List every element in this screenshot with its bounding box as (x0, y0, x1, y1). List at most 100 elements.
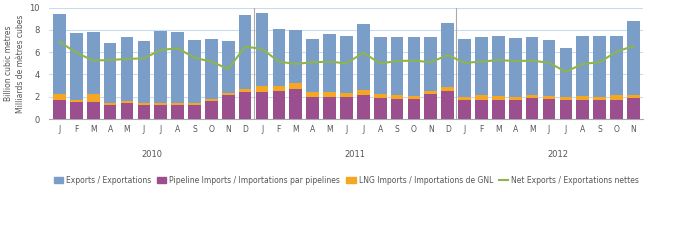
Bar (323, 97, 336, 119)
Bar (306, 97, 319, 119)
Bar (458, 97, 471, 100)
Bar (340, 36, 353, 119)
Bar (627, 98, 640, 119)
Bar (120, 37, 133, 119)
Bar (273, 91, 285, 119)
Bar (188, 103, 201, 104)
Bar (340, 93, 353, 97)
Bar (154, 103, 167, 104)
Bar (87, 32, 99, 119)
Bar (509, 97, 522, 100)
Bar (374, 37, 386, 119)
Bar (577, 100, 589, 119)
Bar (222, 41, 235, 119)
Bar (154, 31, 167, 119)
Bar (70, 33, 83, 119)
Bar (391, 99, 403, 119)
Bar (492, 36, 505, 119)
Bar (627, 21, 640, 119)
Bar (239, 92, 252, 119)
Bar (357, 90, 370, 95)
Bar (593, 100, 606, 119)
Bar (53, 94, 66, 100)
Bar (104, 103, 116, 105)
Bar (543, 96, 556, 99)
Bar (222, 93, 235, 95)
Bar (458, 100, 471, 119)
Bar (391, 95, 403, 99)
Bar (441, 87, 454, 91)
Bar (526, 98, 539, 119)
Bar (256, 92, 269, 119)
Bar (70, 102, 83, 119)
Bar (374, 94, 386, 98)
Bar (475, 37, 488, 119)
Bar (543, 99, 556, 119)
Bar (424, 94, 437, 119)
Bar (407, 99, 420, 119)
Bar (407, 37, 420, 119)
Text: 2012: 2012 (547, 150, 568, 159)
Bar (357, 95, 370, 119)
Bar (137, 103, 150, 104)
Text: 2010: 2010 (142, 150, 163, 159)
Bar (171, 104, 184, 119)
Bar (560, 48, 572, 119)
Bar (577, 36, 589, 119)
Bar (273, 86, 285, 91)
Bar (53, 14, 66, 119)
Bar (137, 104, 150, 119)
Bar (441, 91, 454, 119)
Bar (53, 100, 66, 119)
Bar (120, 103, 133, 119)
Bar (492, 100, 505, 119)
Bar (492, 96, 505, 100)
Bar (526, 37, 539, 119)
Bar (509, 38, 522, 119)
Bar (407, 96, 420, 99)
Bar (205, 101, 218, 119)
Bar (577, 96, 589, 100)
Bar (154, 104, 167, 119)
Bar (543, 40, 556, 119)
Bar (290, 89, 302, 119)
Bar (424, 91, 437, 94)
Bar (239, 16, 252, 119)
Bar (560, 97, 572, 100)
Bar (104, 43, 116, 119)
Bar (256, 86, 269, 92)
Bar (205, 39, 218, 119)
Bar (509, 100, 522, 119)
Bar (239, 89, 252, 92)
Bar (222, 95, 235, 119)
Text: 2011: 2011 (344, 150, 365, 159)
Bar (256, 13, 269, 119)
Bar (475, 95, 488, 100)
Bar (526, 95, 539, 98)
Bar (391, 37, 403, 119)
Bar (290, 83, 302, 89)
Bar (424, 37, 437, 119)
Bar (610, 100, 623, 119)
Bar (441, 23, 454, 119)
Bar (87, 102, 99, 119)
Bar (120, 101, 133, 103)
Bar (323, 92, 336, 97)
Bar (610, 95, 623, 100)
Bar (306, 39, 319, 119)
Bar (340, 97, 353, 119)
Bar (87, 94, 99, 102)
Bar (323, 34, 336, 119)
Bar (593, 36, 606, 119)
Bar (610, 36, 623, 119)
Bar (593, 97, 606, 100)
Bar (171, 32, 184, 119)
Bar (104, 105, 116, 119)
Legend: Exports / Exportations, Pipeline Imports / Importations par pipelines, LNG Impor: Exports / Exportations, Pipeline Imports… (50, 173, 643, 188)
Bar (374, 98, 386, 119)
Bar (188, 40, 201, 119)
Bar (475, 100, 488, 119)
Bar (458, 39, 471, 119)
Bar (357, 24, 370, 119)
Bar (290, 30, 302, 119)
